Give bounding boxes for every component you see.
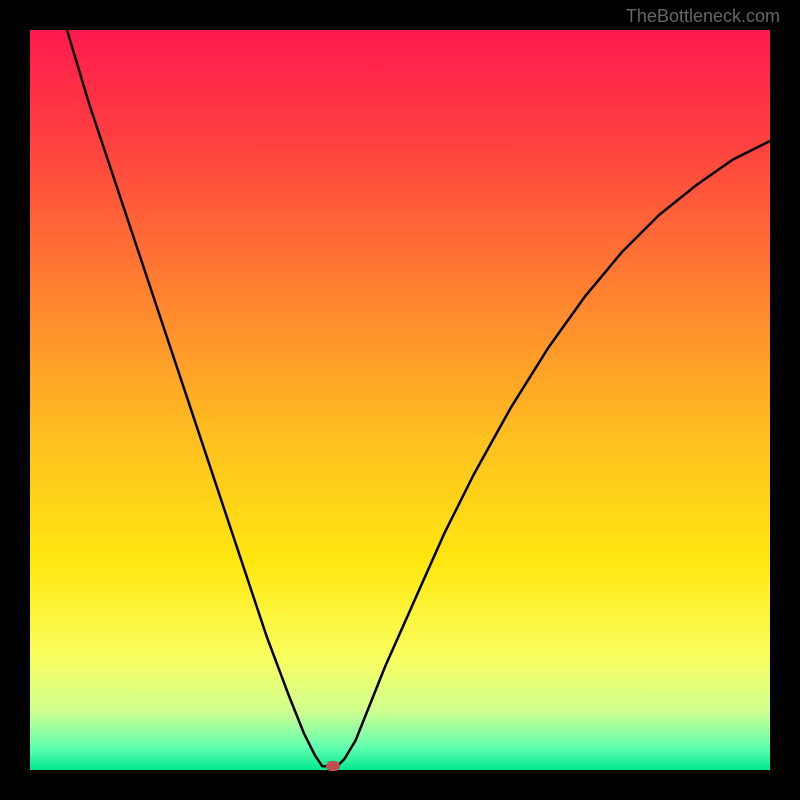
watermark-text: TheBottleneck.com (626, 6, 780, 27)
plot-area (30, 30, 770, 770)
bottleneck-curve (30, 30, 770, 770)
optimal-point-marker (326, 761, 340, 771)
